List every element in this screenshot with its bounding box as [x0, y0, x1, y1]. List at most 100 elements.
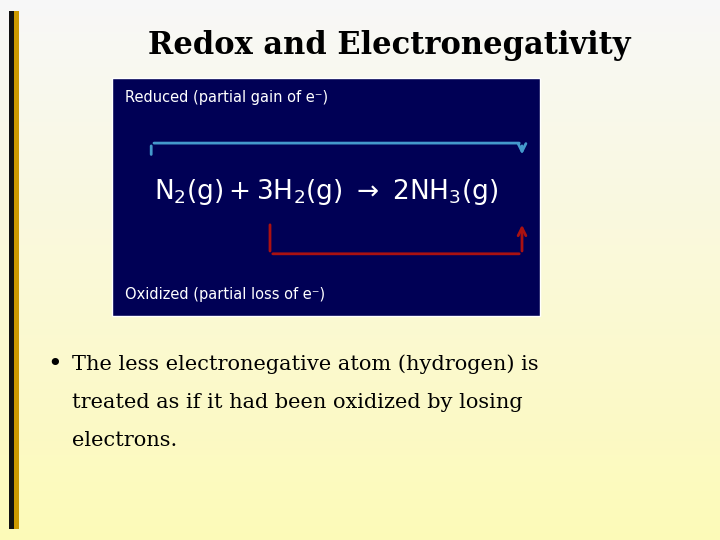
Bar: [0, 430, 720, 432]
Bar: [0, 447, 720, 448]
Bar: [0, 293, 720, 295]
Bar: [0, 439, 720, 441]
Bar: [0, 369, 720, 371]
Bar: [0, 398, 720, 400]
Bar: [0, 58, 720, 59]
Bar: [0, 434, 720, 436]
Bar: [0, 309, 720, 312]
Bar: [0, 358, 720, 360]
Bar: [0, 275, 720, 277]
Bar: [0, 142, 720, 144]
Bar: [0, 63, 720, 65]
Bar: [0, 99, 720, 101]
Bar: [0, 20, 720, 22]
Bar: [0, 355, 720, 356]
Bar: [0, 266, 720, 268]
Bar: [0, 11, 720, 12]
Bar: [0, 76, 720, 77]
Bar: [0, 93, 720, 96]
Bar: [0, 501, 720, 502]
Bar: [0, 196, 720, 198]
Bar: [0, 529, 720, 531]
Bar: [0, 194, 720, 196]
Bar: [0, 259, 720, 261]
Bar: [0, 335, 720, 336]
Bar: [0, 339, 720, 340]
Bar: [0, 378, 720, 380]
Bar: [0, 459, 720, 461]
Bar: [0, 373, 720, 374]
Bar: [0, 506, 720, 508]
Bar: [0, 436, 720, 437]
Bar: [0, 522, 720, 524]
Bar: [0, 342, 720, 344]
Bar: [0, 164, 720, 166]
Bar: [0, 236, 720, 238]
Bar: [0, 106, 720, 108]
Bar: [0, 250, 720, 252]
Text: $\mathrm{N_2(g) + 3H_2(g)\ \rightarrow\ 2NH_3(g)}$: $\mathrm{N_2(g) + 3H_2(g)\ \rightarrow\ …: [153, 177, 498, 207]
Bar: [0, 274, 720, 275]
Bar: [0, 363, 720, 366]
Bar: [0, 252, 720, 254]
Text: Reduced (partial gain of e⁻): Reduced (partial gain of e⁻): [125, 90, 328, 105]
Bar: [0, 225, 720, 227]
Bar: [0, 200, 720, 201]
Bar: [0, 135, 720, 137]
Bar: [0, 511, 720, 513]
Bar: [0, 396, 720, 398]
Bar: [0, 356, 720, 358]
Bar: [0, 371, 720, 373]
Bar: [0, 420, 720, 421]
Bar: [0, 464, 720, 466]
Bar: [0, 32, 720, 34]
Bar: [0, 508, 720, 509]
Bar: [0, 79, 720, 81]
Bar: [0, 103, 720, 104]
Bar: [0, 101, 720, 103]
Bar: [0, 320, 720, 322]
Bar: [0, 452, 720, 454]
Bar: [0, 344, 720, 346]
Bar: [0, 49, 720, 50]
Bar: [0, 182, 720, 184]
Bar: [0, 146, 720, 147]
Bar: [0, 509, 720, 511]
Bar: [0, 158, 720, 160]
Bar: [0, 5, 720, 7]
Bar: [0, 59, 720, 61]
Bar: [0, 504, 720, 506]
Bar: [0, 400, 720, 401]
Bar: [0, 441, 720, 443]
Text: Oxidized (partial loss of e⁻): Oxidized (partial loss of e⁻): [125, 287, 325, 302]
Bar: [0, 393, 720, 394]
Bar: [0, 425, 720, 427]
Bar: [0, 407, 720, 409]
Bar: [0, 329, 720, 331]
Bar: [0, 376, 720, 378]
Bar: [0, 401, 720, 403]
Bar: [0, 353, 720, 355]
Bar: [0, 394, 720, 396]
Bar: [0, 474, 720, 475]
Bar: [0, 319, 720, 320]
Bar: [0, 220, 720, 221]
Bar: [0, 277, 720, 279]
Bar: [0, 160, 720, 162]
Bar: [0, 409, 720, 410]
Bar: [0, 297, 720, 299]
Bar: [0, 232, 720, 234]
Bar: [0, 212, 720, 214]
Bar: [0, 448, 720, 450]
Bar: [0, 66, 720, 69]
Bar: [0, 137, 720, 139]
Bar: [0, 282, 720, 285]
Bar: [0, 306, 720, 308]
Bar: [0, 131, 720, 133]
Bar: [0, 50, 720, 52]
Bar: [0, 52, 720, 54]
Bar: [0, 155, 720, 157]
Bar: [0, 139, 720, 140]
Bar: [0, 281, 720, 282]
Bar: [0, 18, 720, 20]
